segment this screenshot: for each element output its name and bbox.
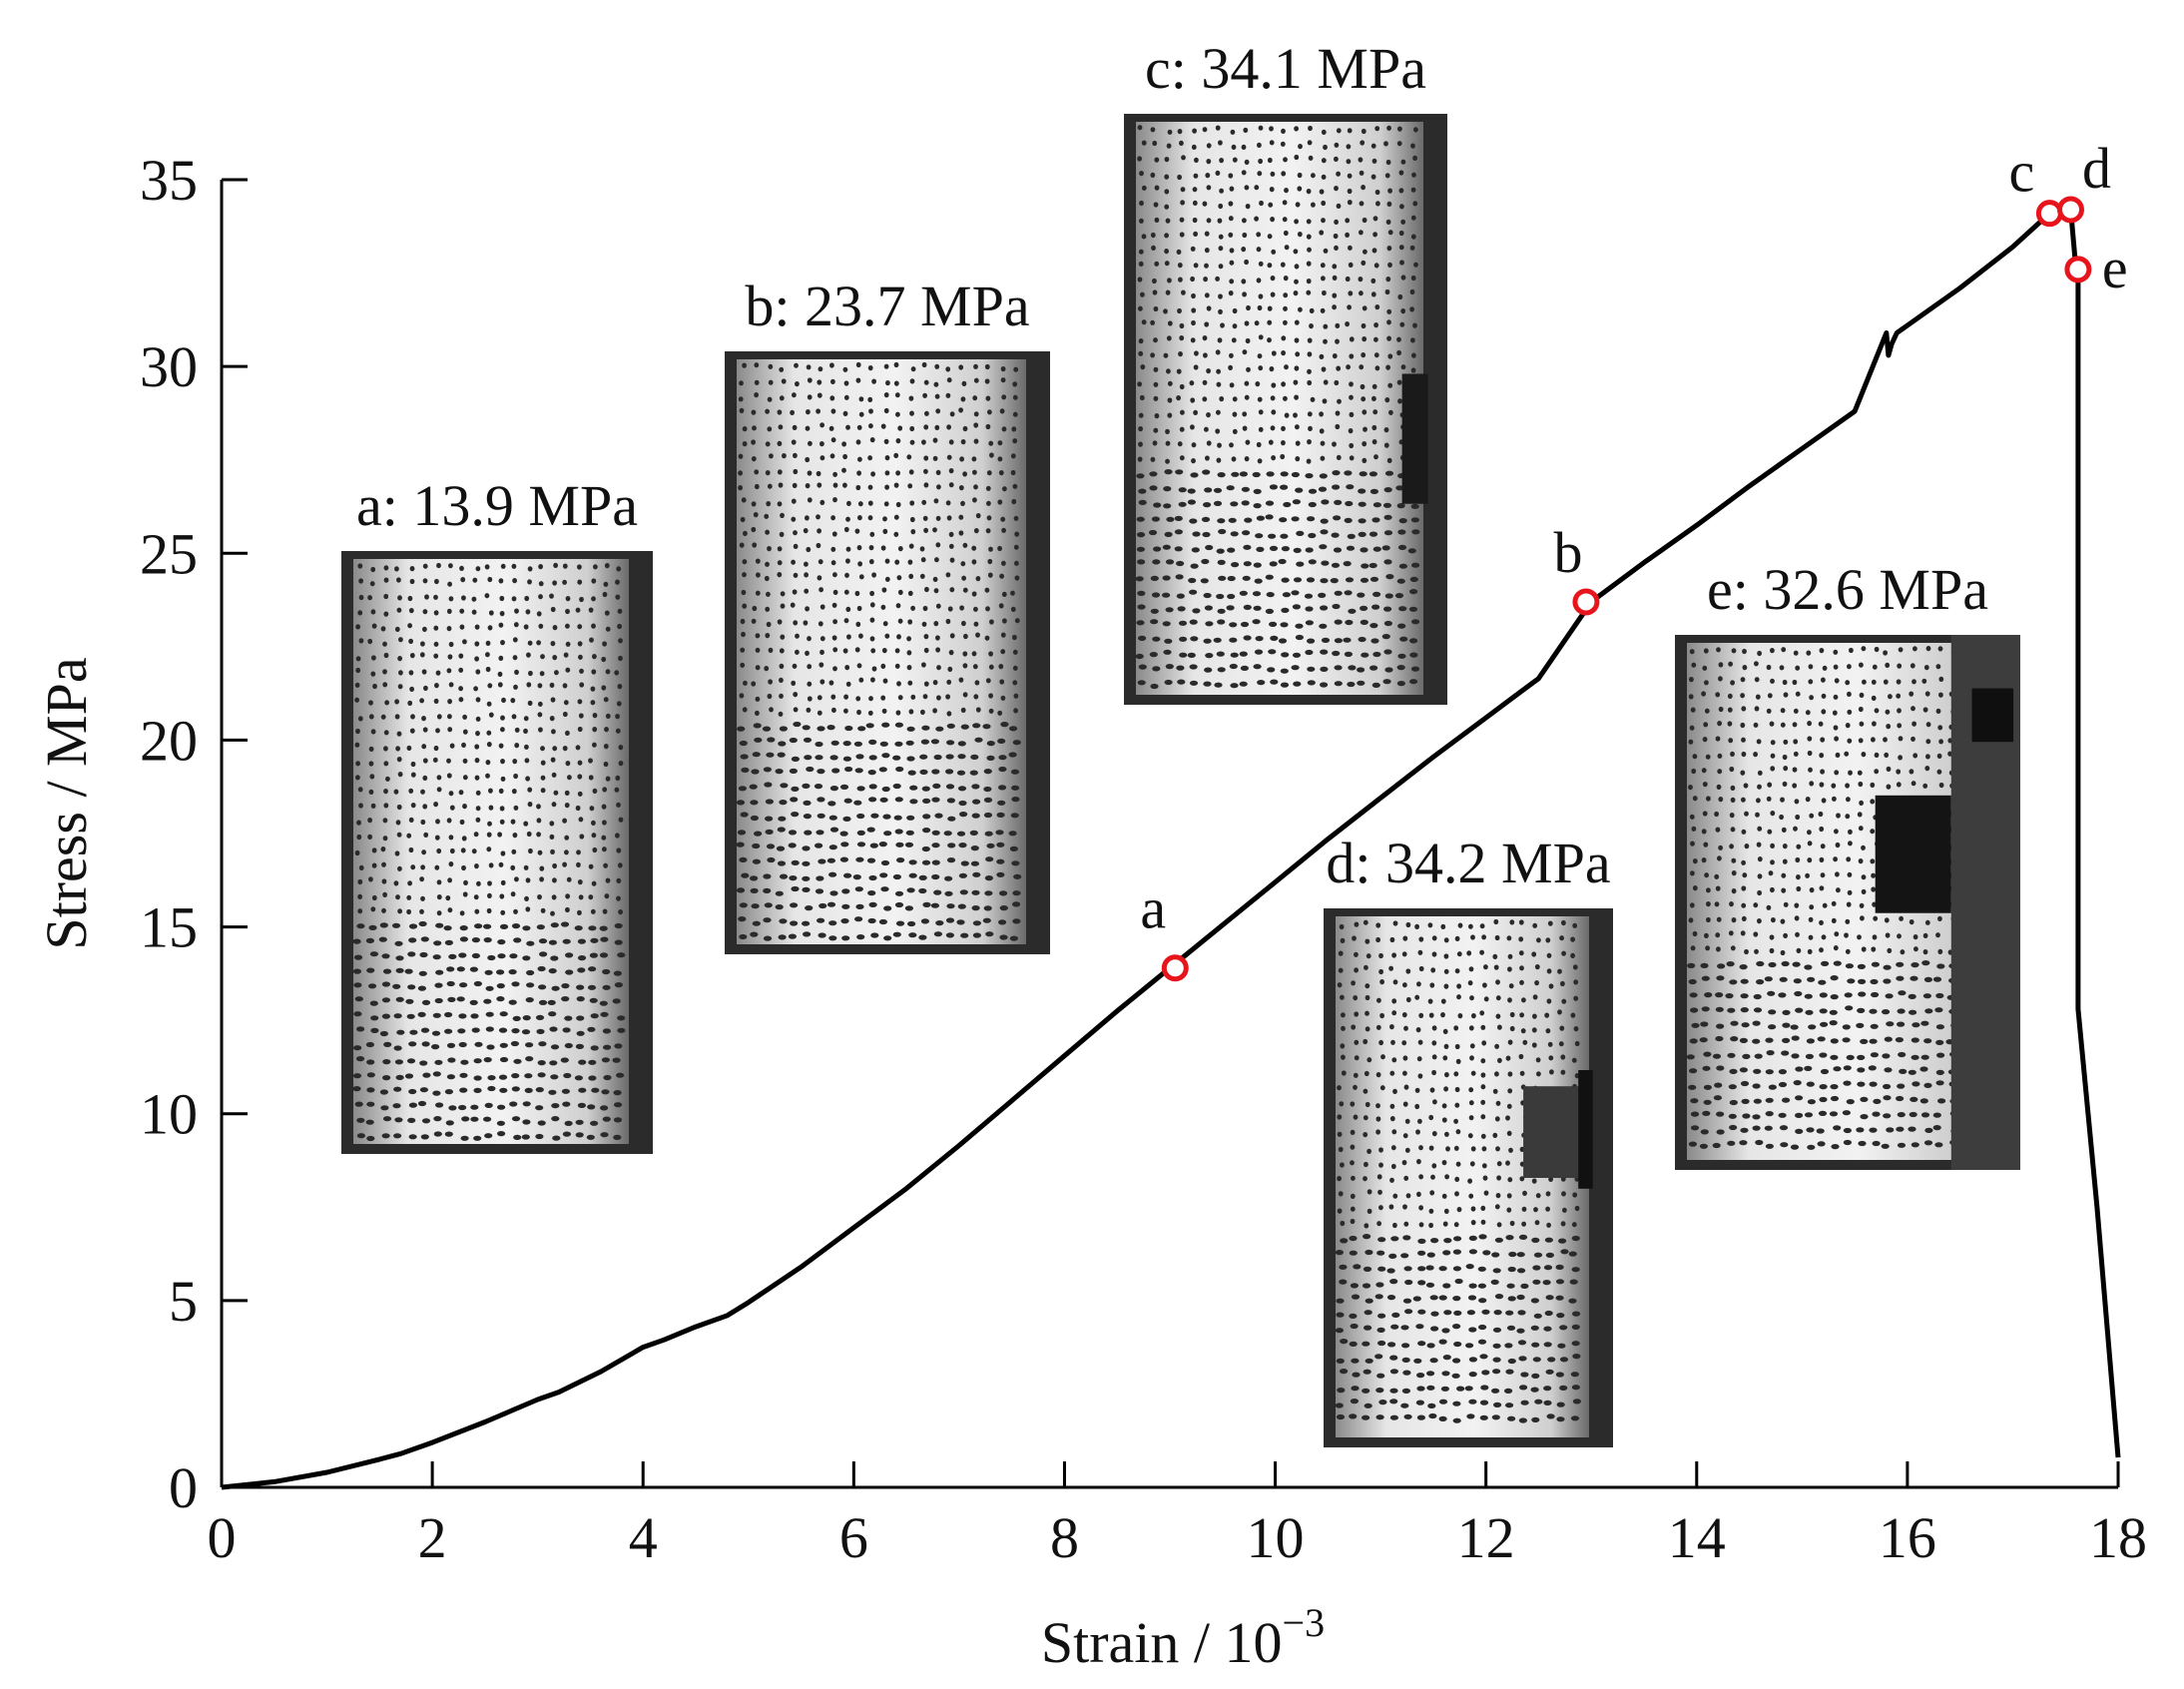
crack-region-d (1523, 1086, 1582, 1178)
x-tick-label: 2 (418, 1505, 447, 1570)
inset-caption-e: e: 32.6 MPa (1707, 557, 1988, 622)
x-tick-label: 12 (1457, 1505, 1515, 1570)
point-label-c: c (2009, 140, 2035, 205)
point-marker-c (2035, 200, 2063, 228)
axes: 0 2 4 6 8 10 12 14 16 18 0 5 10 15 20 25 30 35 (140, 148, 2147, 1570)
y-tick-label: 25 (140, 521, 198, 586)
inset-caption-a: a: 13.9 MPa (356, 473, 638, 538)
x-tick-label: 18 (2089, 1505, 2147, 1570)
crack-edge-d (1578, 1070, 1593, 1189)
x-tick-label: 8 (1050, 1505, 1079, 1570)
data-series (221, 207, 2121, 1490)
inset-a: a: 13.9 MPa (341, 473, 653, 1154)
point-marker-a (1161, 954, 1189, 982)
point-marker-d (2057, 196, 2084, 224)
y-tick-label: 20 (140, 708, 198, 773)
x-tick-label: 6 (839, 1505, 868, 1570)
x-tick-label: 4 (629, 1505, 658, 1570)
crack-region-e (1875, 795, 1951, 913)
point-label-b: b (1553, 520, 1582, 585)
y-tick-label: 10 (140, 1082, 198, 1147)
y-tick-label: 0 (169, 1455, 198, 1520)
x-tick-label: 16 (1879, 1505, 1936, 1570)
x-tick-label: 10 (1247, 1505, 1305, 1570)
inset-photos: a: 13.9 MPa b: 23.7 MPa c: 34.1 MPa d: 34.2… (341, 36, 2020, 1447)
speckle-pattern-a (352, 562, 626, 1142)
inset-caption-c: c: 34.1 MPa (1145, 36, 1426, 101)
speckle-pattern-c (1135, 125, 1420, 690)
speckle-pattern-d (1335, 918, 1581, 1423)
point-label-a: a (1140, 876, 1166, 941)
y-axis-title: Stress / MPa (34, 657, 99, 949)
inset-c: c: 34.1 MPa (1124, 36, 1447, 705)
crack-region-c (1401, 373, 1428, 504)
labeled-points: a b c de (1140, 136, 2128, 982)
series-line-0 (221, 207, 2121, 1490)
x-tick-label: 0 (208, 1505, 237, 1570)
x-axis-title: Strain / 10−3 (1041, 1600, 1325, 1675)
spall-dark-e (1971, 688, 2014, 743)
inset-caption-b: b: 23.7 MPa (745, 274, 1029, 338)
y-tick-label: 15 (140, 895, 198, 960)
inset-e: e: 32.6 MPa (1675, 557, 2020, 1170)
inset-b: b: 23.7 MPa (725, 274, 1050, 954)
y-tick-label: 5 (169, 1269, 198, 1334)
specimen-face-a (353, 559, 629, 1144)
inset-d: d: 34.2 MPa (1324, 831, 1613, 1447)
speckle-pattern-b (736, 361, 1022, 941)
point-label-e: e (2102, 236, 2128, 300)
point-label-d: d (2082, 136, 2111, 201)
point-marker-b (1572, 588, 1600, 616)
y-tick-label: 35 (140, 148, 198, 213)
point-marker-e (2064, 256, 2092, 283)
y-tick-label: 30 (140, 334, 198, 399)
x-tick-label: 14 (1668, 1505, 1726, 1570)
inset-caption-d: d: 34.2 MPa (1326, 831, 1610, 895)
